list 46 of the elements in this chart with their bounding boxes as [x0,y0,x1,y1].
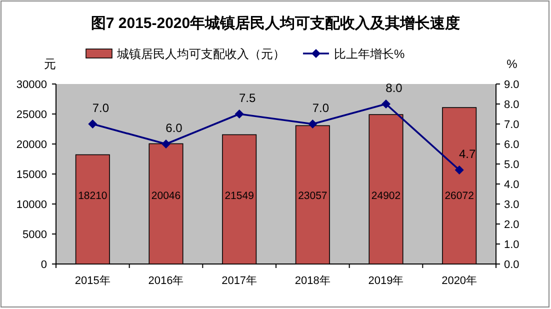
y2-tick-label: 0.0 [504,259,520,271]
point [162,140,170,148]
data-label: 8.0 [386,81,403,95]
data-label: 20046 [151,190,181,202]
data-label: 21549 [224,190,254,202]
x-tick-label: 2017年 [222,275,258,287]
x-tick-label: 2019年 [368,275,404,287]
y-tick-label: 15000 [16,169,47,181]
x-tick-label: 2016年 [148,275,184,287]
y-axis-title: 元 [44,57,56,71]
y2-tick-label: 5.0 [504,159,520,171]
point [234,110,244,118]
data-label: 18210 [78,190,108,202]
y2-tick-label: 2.0 [504,219,520,231]
y2-tick-label: 9.0 [504,79,520,91]
y-tick-label: 10000 [16,199,47,211]
y2-tick-label: 4.0 [504,179,520,191]
y2-axis-title: % [506,57,518,71]
data-label: 7.0 [92,101,110,115]
chart-title: 图7 2015-2020年城镇居民人均可支配收入及其增长速度 [90,14,460,32]
y-tick-label: 30000 [16,79,47,91]
point [88,120,98,128]
y-tick-label: 0 [40,259,47,271]
x-tick-label: 2020年 [442,275,478,287]
y-tick-label: 20000 [16,139,47,151]
legend-label: 城镇居民人均可支配收入（元） [116,47,285,61]
y2-tick-label: 8.0 [504,99,520,111]
data-label: 26072 [444,190,474,202]
point [382,100,390,108]
point [454,166,464,174]
y-tick-label: 5000 [22,229,47,241]
data-label: 7.0 [312,101,330,115]
data-label: 7.5 [238,91,256,105]
y2-tick-label: 7.0 [504,119,520,131]
point [308,120,318,128]
data-label: 24902 [371,190,401,202]
data-label: 4.7 [458,147,476,161]
y2-tick-label: 6.0 [504,139,520,151]
x-tick-label: 2015年 [74,275,110,287]
y-tick-label: 25000 [16,109,47,121]
data-label: 6.0 [166,121,183,135]
x-tick-label: 2018年 [294,275,330,287]
legend-label: 比上年增长% [334,47,405,61]
data-label: 23057 [298,190,328,202]
y2-tick-label: 3.0 [504,199,520,211]
y2-tick-label: 1.0 [504,239,520,251]
